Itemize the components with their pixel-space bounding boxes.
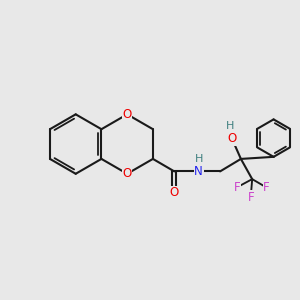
Text: N: N (194, 165, 203, 178)
Text: F: F (233, 181, 240, 194)
Text: O: O (122, 108, 132, 121)
Text: O: O (122, 167, 132, 180)
Text: O: O (227, 132, 237, 145)
Text: H: H (226, 121, 235, 131)
Text: F: F (263, 181, 270, 194)
Text: O: O (170, 186, 179, 199)
Text: F: F (248, 191, 254, 204)
Text: H: H (194, 154, 203, 164)
